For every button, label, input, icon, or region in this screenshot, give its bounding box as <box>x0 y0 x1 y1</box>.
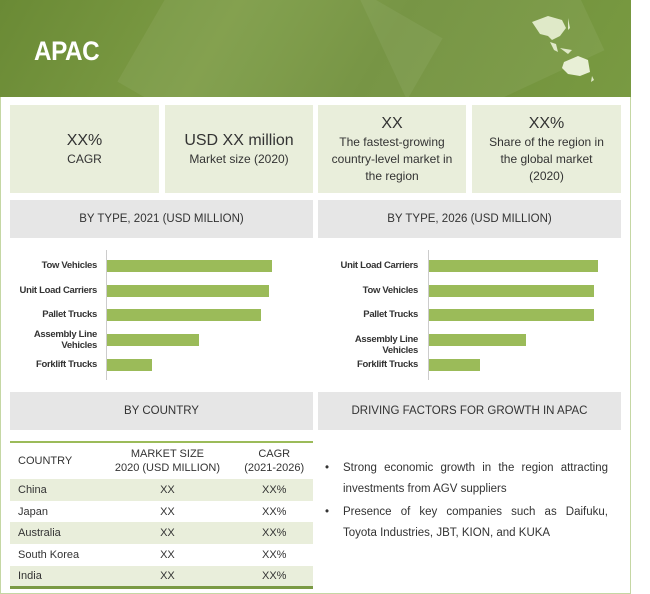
country-cell: Japan <box>18 505 48 518</box>
y-axis-line <box>106 250 107 380</box>
category-label: Pallet Trucks <box>363 309 418 321</box>
by-country-heading: BY COUNTRY <box>10 392 313 430</box>
col-header-cagr: CAGR (2021-2026) <box>235 442 313 479</box>
driver-item: • Strong economic growth in the region at… <box>323 458 608 500</box>
kpi-label: Share of the region in the global market… <box>489 134 604 183</box>
category-label: Assembly Line Vehicles <box>354 334 418 357</box>
country-cell: China <box>10 479 100 501</box>
col-header-country: COUNTRY <box>18 455 73 467</box>
header-line: CAGR <box>258 448 291 460</box>
by-type-2026-heading: BY TYPE, 2026 (USD MILLION) <box>318 200 621 238</box>
table-row: South Korea XX XX% <box>10 544 313 566</box>
header-banner: APAC <box>0 0 631 97</box>
category-label: Forklift Trucks <box>357 358 418 370</box>
cagr-cell: XX% <box>235 565 313 588</box>
driver-text: Presence of key companies such as Daifuk… <box>343 506 608 539</box>
category-label: Assembly Line Vehicles <box>33 329 97 352</box>
cagr-cell: XX% <box>261 505 287 518</box>
kpi-value: XX% <box>528 114 565 132</box>
table-row: Australia XX XX% <box>10 522 313 545</box>
country-cell: Australia <box>10 522 100 545</box>
header-line: (2021-2026) <box>244 462 305 474</box>
table-row: India XX XX% <box>10 565 313 588</box>
cagr-cell: XX% <box>235 522 313 545</box>
region-title: APAC <box>34 36 100 66</box>
kpi-value: USD XX million <box>184 131 294 149</box>
header-line: MARKET SIZE <box>130 448 205 460</box>
kpi-fastest-country: XX The fastest-growing country-level mar… <box>318 105 466 193</box>
bar-pallet-trucks <box>107 309 261 322</box>
drivers-list: • Strong economic growth in the region at… <box>323 458 608 546</box>
driver-text: Strong economic growth in the region att… <box>343 462 608 495</box>
kpi-global-share: XX% Share of the region in the global ma… <box>472 105 621 193</box>
bar-forklift-trucks <box>107 358 152 371</box>
bar-forklift-trucks <box>429 358 480 371</box>
kpi-label: Market size (2020) <box>189 151 289 166</box>
category-label: Forklift Trucks <box>36 358 97 370</box>
market-size-cell: XX <box>99 565 236 588</box>
kpi-label: The fastest-growing country-level market… <box>331 134 453 183</box>
chart-by-type-2026: Unit Load Carriers Tow Vehicles Pallet Tru… <box>318 248 630 383</box>
bar-unit-load-carriers <box>429 260 598 272</box>
drivers-heading: DRIVING FACTORS FOR GROWTH IN APAC <box>318 392 621 430</box>
cagr-cell: XX% <box>235 479 313 501</box>
market-size-cell: XX <box>99 522 236 545</box>
apac-map-icon <box>532 16 594 82</box>
kpi-value: XX <box>381 114 403 132</box>
country-cell: South Korea <box>18 548 80 561</box>
table-row: China XX XX% <box>10 479 313 501</box>
market-size-cell: XX <box>99 479 236 501</box>
market-size-cell: XX <box>160 505 175 518</box>
bar-tow-vehicles <box>429 284 594 297</box>
bar-pallet-trucks <box>429 309 594 322</box>
cagr-cell: XX% <box>261 548 287 561</box>
bar-unit-load-carriers <box>107 284 269 297</box>
bullet-icon: • <box>325 506 330 518</box>
bullet-icon: • <box>325 462 330 474</box>
kpi-market-size: USD XX million Market size (2020) <box>165 105 313 193</box>
category-label: Tow Vehicles <box>41 260 98 271</box>
chart-by-type-2021: Tow Vehicles Unit Load Carriers Pallet Tru… <box>0 248 315 383</box>
market-size-cell: XX <box>160 548 175 561</box>
bar-tow-vehicles <box>107 260 272 272</box>
kpi-label: CAGR <box>67 151 102 166</box>
bar-assembly-line-vehicles <box>107 334 199 347</box>
kpi-value: XX% <box>66 131 103 149</box>
header-line: 2020 (USD MILLION) <box>114 462 221 474</box>
bar-assembly-line-vehicles <box>429 334 526 347</box>
table-row: Japan XX XX% <box>10 501 313 523</box>
category-label: Unit Load Carriers <box>19 284 98 296</box>
category-label: Tow Vehicles <box>362 284 419 296</box>
country-table: COUNTRY MARKET SIZE 2020 (USD MILLION) CA… <box>10 441 313 589</box>
y-axis-line <box>428 250 429 380</box>
kpi-cagr: XX% CAGR <box>10 105 159 193</box>
by-type-2021-heading: BY TYPE, 2021 (USD MILLION) <box>10 200 313 238</box>
category-label: Pallet Trucks <box>42 309 97 321</box>
col-header-market-size: MARKET SIZE 2020 (USD MILLION) <box>99 442 235 479</box>
category-label: Unit Load Carriers <box>340 260 419 271</box>
country-cell: India <box>10 565 100 588</box>
driver-item: • Presence of key companies such as Daifu… <box>323 502 608 544</box>
